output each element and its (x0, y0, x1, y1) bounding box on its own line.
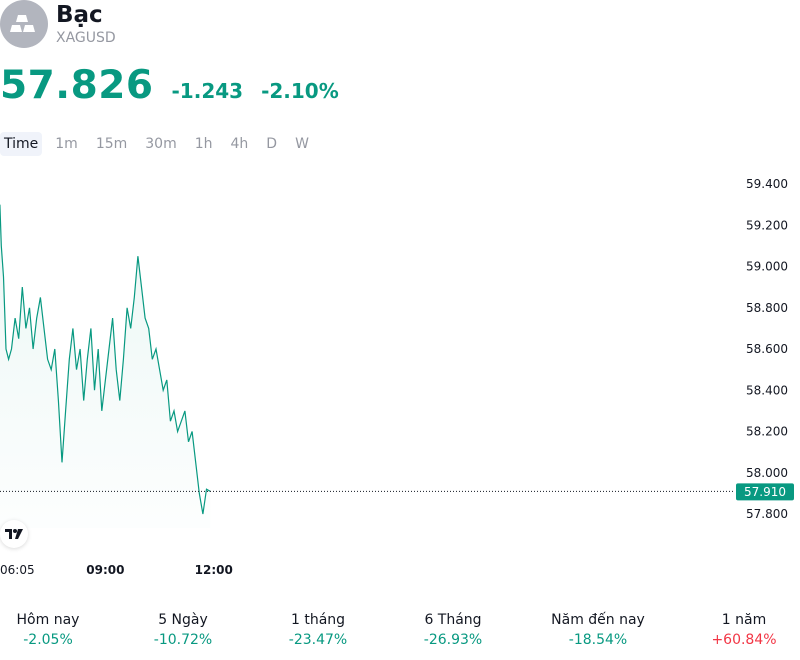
y-tick-label: 59.200 (746, 218, 788, 232)
price-area-fill (0, 207, 211, 528)
perf-label: Năm đến nay (551, 612, 645, 628)
performance-strip: Hôm nay -2.05% 5 Ngày -10.72% 1 tháng -2… (0, 610, 800, 654)
perf-today[interactable]: Hôm nay -2.05% (0, 610, 113, 650)
x-tick-label: 12:00 (195, 563, 233, 577)
y-tick-label: 59.000 (746, 260, 788, 274)
perf-1-year[interactable]: 1 năm +60.84% (679, 610, 800, 650)
tab-d[interactable]: D (266, 136, 278, 152)
perf-1-month[interactable]: 1 tháng -23.47% (253, 610, 383, 650)
x-tick-label: 09:00 (86, 563, 124, 577)
silver-bars-icon (0, 0, 48, 48)
y-tick-label: 58.600 (746, 342, 788, 356)
price-chart[interactable]: 57.910 59.400 59.200 59.000 58.800 58.600 58.4… (0, 160, 800, 590)
perf-label: 5 Ngày (158, 612, 208, 628)
tradingview-logo-icon[interactable] (0, 520, 28, 548)
y-tick-label: 59.400 (746, 177, 788, 191)
perf-value: -23.47% (288, 632, 348, 648)
current-price-badge (736, 483, 794, 501)
perf-value: -2.05% (23, 632, 73, 648)
perf-6-months[interactable]: 6 Tháng -26.93% (388, 610, 518, 650)
perf-value: +60.84% (711, 632, 777, 648)
timeframe-tabs: Time 1m 15m 30m 1h 4h D W (0, 132, 318, 156)
price-change: -1.243 (171, 79, 244, 103)
quote: 57.826 -1.243 -2.10% (0, 64, 339, 108)
tab-w[interactable]: W (295, 136, 309, 152)
perf-label: 1 tháng (290, 612, 346, 628)
perf-label: 1 năm (721, 612, 767, 628)
x-tick-label: 06:05 (0, 563, 35, 577)
y-tick-label: 57.800 (746, 507, 788, 521)
y-tick-label: 58.800 (746, 301, 788, 315)
tab-time[interactable]: Time (0, 132, 43, 156)
perf-value: -26.93% (423, 632, 483, 648)
tab-1h[interactable]: 1h (194, 136, 213, 152)
y-tick-label: 58.400 (746, 383, 788, 397)
header: Bạc XAGUSD (0, 0, 400, 50)
y-tick-label: 58.000 (746, 466, 788, 480)
tab-4h[interactable]: 4h (230, 136, 249, 152)
perf-value: -18.54% (568, 632, 628, 648)
perf-5-days[interactable]: 5 Ngày -10.72% (118, 610, 248, 650)
perf-ytd[interactable]: Năm đến nay -18.54% (533, 610, 663, 650)
current-price-label: 57.910 (744, 485, 786, 499)
tab-1m[interactable]: 1m (55, 136, 78, 152)
perf-label: 6 Tháng (424, 612, 482, 628)
price-series-line (0, 204, 211, 515)
perf-label: Hôm nay (16, 612, 80, 628)
tab-30m[interactable]: 30m (145, 136, 177, 152)
last-price: 57.826 (0, 63, 154, 108)
y-tick-label: 58.200 (746, 425, 788, 439)
page-title: Bạc (56, 2, 103, 28)
tab-15m[interactable]: 15m (95, 136, 128, 152)
perf-value: -10.72% (153, 632, 213, 648)
symbol-label: XAGUSD (56, 30, 116, 46)
price-change-percent: -2.10% (261, 79, 339, 103)
